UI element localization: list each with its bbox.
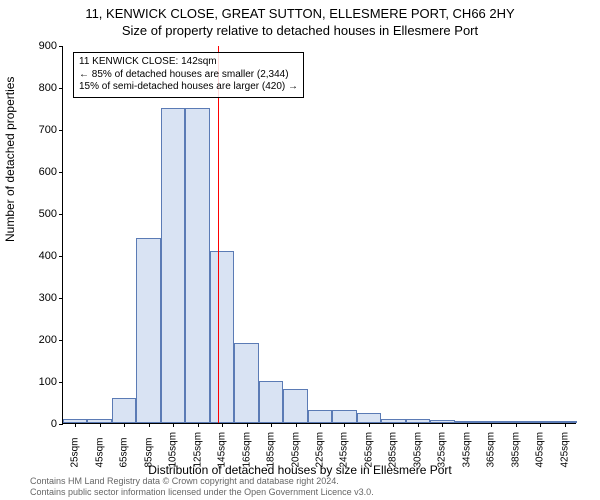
histogram-bar (185, 108, 209, 423)
y-tick-label: 800 (23, 82, 57, 94)
histogram-bar (357, 413, 381, 424)
x-tick-mark (296, 423, 297, 427)
x-tick-mark (369, 423, 370, 427)
y-tick-label: 700 (23, 124, 57, 136)
x-tick-mark (173, 423, 174, 427)
y-tick-label: 900 (23, 40, 57, 52)
y-tick-mark (59, 46, 63, 47)
y-tick-label: 500 (23, 208, 57, 220)
histogram-bar (332, 410, 356, 423)
histogram-bar (136, 238, 160, 423)
x-tick-mark (124, 423, 125, 427)
chart-area: 010020030040050060070080090025sqm45sqm65… (62, 46, 576, 424)
footer-credits: Contains HM Land Registry data © Crown c… (30, 476, 374, 498)
annotation-line-2: ← 85% of detached houses are smaller (2,… (79, 69, 298, 82)
x-tick-mark (247, 423, 248, 427)
x-tick-mark (442, 423, 443, 427)
annotation-box: 11 KENWICK CLOSE: 142sqm← 85% of detache… (73, 52, 304, 98)
y-tick-mark (59, 382, 63, 383)
x-tick-mark (393, 423, 394, 427)
x-tick-mark (149, 423, 150, 427)
x-tick-mark (222, 423, 223, 427)
footer-line-2: Contains public sector information licen… (30, 487, 374, 498)
x-tick-mark (565, 423, 566, 427)
histogram-bar (234, 343, 258, 423)
annotation-line-3: 15% of semi-detached houses are larger (… (79, 81, 298, 94)
x-tick-mark (467, 423, 468, 427)
y-tick-label: 100 (23, 376, 57, 388)
x-tick-mark (100, 423, 101, 427)
histogram-bar (308, 410, 332, 423)
y-tick-mark (59, 214, 63, 215)
y-tick-mark (59, 298, 63, 299)
y-tick-mark (59, 88, 63, 89)
histogram-bar (210, 251, 234, 423)
y-tick-label: 400 (23, 250, 57, 262)
histogram-bar (161, 108, 185, 423)
x-tick-mark (75, 423, 76, 427)
title-sub: Size of property relative to detached ho… (0, 21, 600, 38)
y-tick-label: 0 (23, 418, 57, 430)
annotation-line-1: 11 KENWICK CLOSE: 142sqm (79, 56, 298, 69)
title-main: 11, KENWICK CLOSE, GREAT SUTTON, ELLESME… (0, 0, 600, 21)
x-tick-mark (271, 423, 272, 427)
y-tick-mark (59, 172, 63, 173)
y-tick-mark (59, 256, 63, 257)
x-tick-mark (418, 423, 419, 427)
x-tick-mark (516, 423, 517, 427)
histogram-bar (112, 398, 136, 423)
y-tick-label: 200 (23, 334, 57, 346)
marker-line (218, 46, 219, 423)
x-axis-label: Distribution of detached houses by size … (0, 463, 600, 477)
y-tick-mark (59, 130, 63, 131)
x-tick-mark (491, 423, 492, 427)
y-tick-label: 600 (23, 166, 57, 178)
footer-line-1: Contains HM Land Registry data © Crown c… (30, 476, 374, 487)
y-tick-mark (59, 424, 63, 425)
x-tick-mark (344, 423, 345, 427)
y-tick-label: 300 (23, 292, 57, 304)
y-axis-label: Number of detached properties (3, 77, 17, 242)
plot-region: 010020030040050060070080090025sqm45sqm65… (62, 46, 576, 424)
y-tick-mark (59, 340, 63, 341)
x-tick-mark (198, 423, 199, 427)
x-tick-mark (320, 423, 321, 427)
x-tick-mark (540, 423, 541, 427)
histogram-bar (259, 381, 283, 423)
histogram-bar (283, 389, 307, 423)
